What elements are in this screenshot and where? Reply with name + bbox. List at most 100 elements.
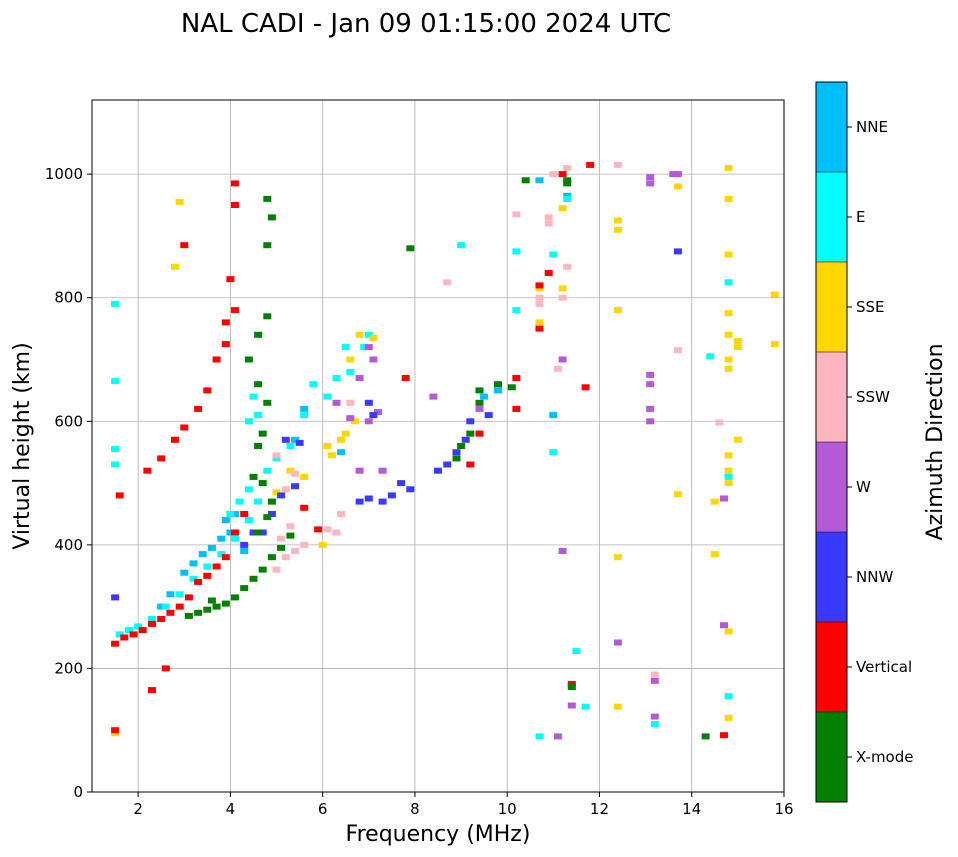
- data-point: [512, 375, 521, 381]
- data-point: [724, 279, 733, 286]
- data-point: [295, 439, 304, 446]
- data-point: [673, 347, 682, 354]
- data-point: [720, 732, 728, 739]
- colorbar-segment: [816, 82, 847, 172]
- data-point: [254, 412, 263, 419]
- data-point: [673, 248, 682, 255]
- data-point: [286, 532, 295, 539]
- colorbar-segment: [816, 172, 847, 262]
- data-point: [300, 412, 309, 419]
- y-tick-label: 600: [54, 412, 83, 430]
- data-point: [291, 436, 299, 443]
- data-point: [277, 492, 286, 499]
- x-tick-label: 4: [226, 800, 236, 818]
- data-point: [272, 455, 281, 462]
- series-nne: [157, 177, 572, 610]
- data-point: [724, 467, 733, 474]
- data-point: [267, 554, 276, 561]
- data-point: [171, 436, 179, 443]
- data-point: [650, 713, 659, 720]
- data-point: [327, 452, 336, 459]
- data-point: [249, 529, 258, 536]
- data-point: [586, 161, 595, 168]
- data-point: [733, 436, 742, 443]
- data-point: [337, 449, 346, 456]
- data-point: [355, 331, 364, 338]
- data-point: [406, 486, 415, 493]
- y-tick-label: 800: [54, 289, 83, 307]
- data-point: [323, 393, 332, 400]
- data-point: [231, 535, 239, 542]
- data-point: [148, 616, 156, 622]
- data-point: [171, 263, 179, 270]
- data-point: [720, 622, 728, 629]
- data-point: [194, 609, 203, 616]
- data-point: [770, 291, 779, 298]
- data-point: [207, 544, 216, 551]
- data-point: [429, 393, 438, 400]
- colorbar-segment: [816, 442, 847, 532]
- data-point: [387, 492, 396, 499]
- data-point: [346, 368, 355, 375]
- data-point: [166, 609, 175, 616]
- data-point: [332, 399, 341, 406]
- data-point: [724, 693, 733, 700]
- data-point: [212, 603, 221, 610]
- data-point: [300, 504, 309, 511]
- colorbar-label: SSE: [856, 298, 885, 316]
- data-point: [124, 627, 133, 634]
- data-point: [563, 180, 572, 187]
- data-point: [341, 430, 350, 437]
- data-point: [249, 575, 258, 582]
- data-point: [512, 248, 521, 255]
- data-point: [240, 585, 249, 592]
- data-point: [452, 449, 461, 456]
- data-point: [115, 631, 124, 638]
- x-tick-label: 14: [682, 800, 701, 818]
- colorbar-label: W: [856, 478, 871, 496]
- data-point: [161, 665, 170, 672]
- axis-ticks: 2 4 6 8 10 12 14 16 0 200 400 600 800 1000: [45, 165, 794, 818]
- colorbar-label: NNW: [856, 568, 893, 586]
- data-points: [111, 161, 779, 740]
- data-point: [434, 467, 442, 474]
- data-point: [457, 242, 466, 249]
- data-point: [323, 443, 332, 449]
- data-point: [613, 161, 622, 168]
- data-point: [646, 371, 655, 378]
- data-point: [258, 430, 267, 437]
- data-point: [111, 446, 120, 453]
- data-point: [724, 310, 733, 317]
- data-point: [258, 566, 267, 573]
- data-point: [475, 399, 484, 406]
- data-point: [549, 251, 558, 258]
- x-tick-label: 10: [498, 800, 517, 818]
- data-point: [558, 548, 567, 554]
- data-point: [129, 631, 138, 638]
- data-point: [650, 671, 659, 678]
- data-point: [535, 319, 544, 326]
- data-point: [231, 202, 239, 208]
- x-axis-label: Frequency (MHz): [346, 822, 531, 847]
- data-point: [378, 498, 387, 505]
- data-point: [272, 452, 281, 459]
- data-point: [378, 467, 387, 474]
- data-point: [263, 514, 272, 521]
- data-point: [613, 703, 622, 710]
- data-point: [553, 733, 562, 740]
- data-point: [549, 412, 558, 419]
- data-point: [226, 276, 235, 283]
- data-point: [558, 294, 567, 301]
- data-point: [194, 578, 203, 585]
- data-point: [341, 344, 350, 351]
- data-point: [364, 495, 373, 502]
- data-point: [558, 171, 567, 178]
- data-point: [567, 684, 576, 690]
- data-point: [272, 489, 281, 496]
- data-point: [475, 430, 484, 437]
- data-point: [673, 171, 682, 178]
- data-point: [111, 730, 120, 737]
- data-point: [724, 473, 733, 480]
- data-point: [733, 338, 742, 344]
- data-point: [710, 551, 719, 558]
